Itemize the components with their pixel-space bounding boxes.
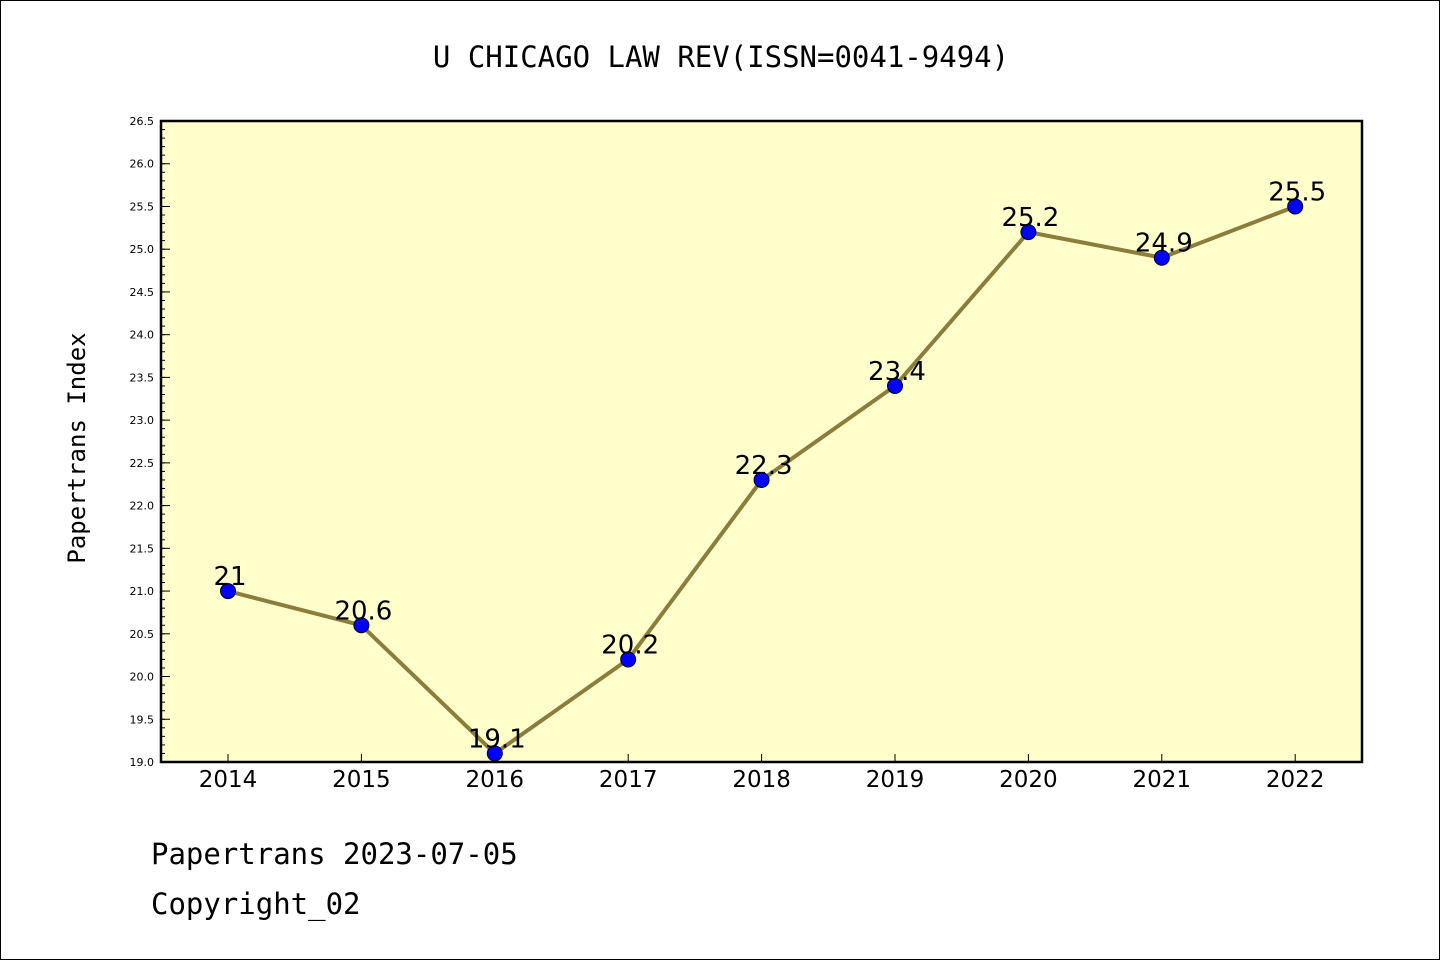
data-labels: 21 20.6 19.1 20.2 22.3 23.4 25.2 24.9 25.5 <box>213 177 1326 754</box>
y-tick-label: 25.0 <box>130 243 155 256</box>
plot-border <box>159 119 1364 764</box>
data-point-marker <box>1287 198 1304 215</box>
axis-ticks: 19.0 19.5 20.0 20.5 21.0 21.5 22.0 22.5 23.0 23.5… <box>130 115 1325 793</box>
data-label: 19.1 <box>468 724 526 754</box>
data-label: 22.3 <box>735 451 793 481</box>
y-tick-label: 21.5 <box>130 542 155 555</box>
y-tick-label: 26.0 <box>130 158 155 171</box>
data-label: 24.9 <box>1135 229 1193 259</box>
y-tick-label: 19.0 <box>130 756 155 769</box>
data-point-marker <box>1153 249 1170 266</box>
data-point-marker <box>1020 224 1037 241</box>
data-point-marker <box>753 471 770 488</box>
x-tick-label: 2022 <box>1266 767 1325 793</box>
y-tick-label: 22.5 <box>130 457 155 470</box>
y-tick-label: 19.5 <box>130 713 155 726</box>
footer-copyright: Copyright_02 <box>151 887 361 921</box>
x-tick-label: 2014 <box>199 767 258 793</box>
data-label: 20.2 <box>601 630 659 660</box>
plot-area <box>161 121 1362 762</box>
data-label: 20.6 <box>334 596 392 626</box>
data-point-marker <box>620 651 637 668</box>
data-points <box>220 198 1304 762</box>
data-label: 25.5 <box>1268 177 1326 207</box>
y-tick-label: 24.0 <box>130 329 155 342</box>
chart-title: U CHICAGO LAW REV(ISSN=0041-9494) <box>433 40 1009 74</box>
data-point-marker <box>887 377 903 394</box>
y-tick-label: 24.5 <box>130 286 155 299</box>
x-tick-label: 2015 <box>332 767 391 793</box>
data-label: 25.2 <box>1001 203 1059 233</box>
x-tick-label: 2017 <box>599 767 658 793</box>
data-label: 23.4 <box>868 357 926 387</box>
y-tick-label: 20.0 <box>130 671 155 684</box>
y-tick-label: 23.0 <box>130 414 155 427</box>
y-tick-label: 25.5 <box>130 200 155 213</box>
y-tick-label: 23.5 <box>130 371 155 384</box>
data-label: 21 <box>213 562 246 592</box>
x-tick-label: 2018 <box>732 767 791 793</box>
x-tick-label: 2021 <box>1133 767 1192 793</box>
x-tick-label: 2016 <box>466 767 525 793</box>
y-tick-label: 21.0 <box>130 585 155 598</box>
y-tick-label: 22.0 <box>130 500 155 513</box>
y-tick-label: 20.5 <box>130 628 155 641</box>
data-point-marker <box>353 617 370 634</box>
y-axis-label: Papertrans Index <box>63 332 91 563</box>
x-tick-label: 2020 <box>999 767 1058 793</box>
x-tick-label: 2019 <box>866 767 925 793</box>
y-tick-label: 26.5 <box>130 115 155 128</box>
data-point-marker <box>220 583 236 600</box>
footer-date-line: Papertrans 2023-07-05 <box>151 837 518 871</box>
